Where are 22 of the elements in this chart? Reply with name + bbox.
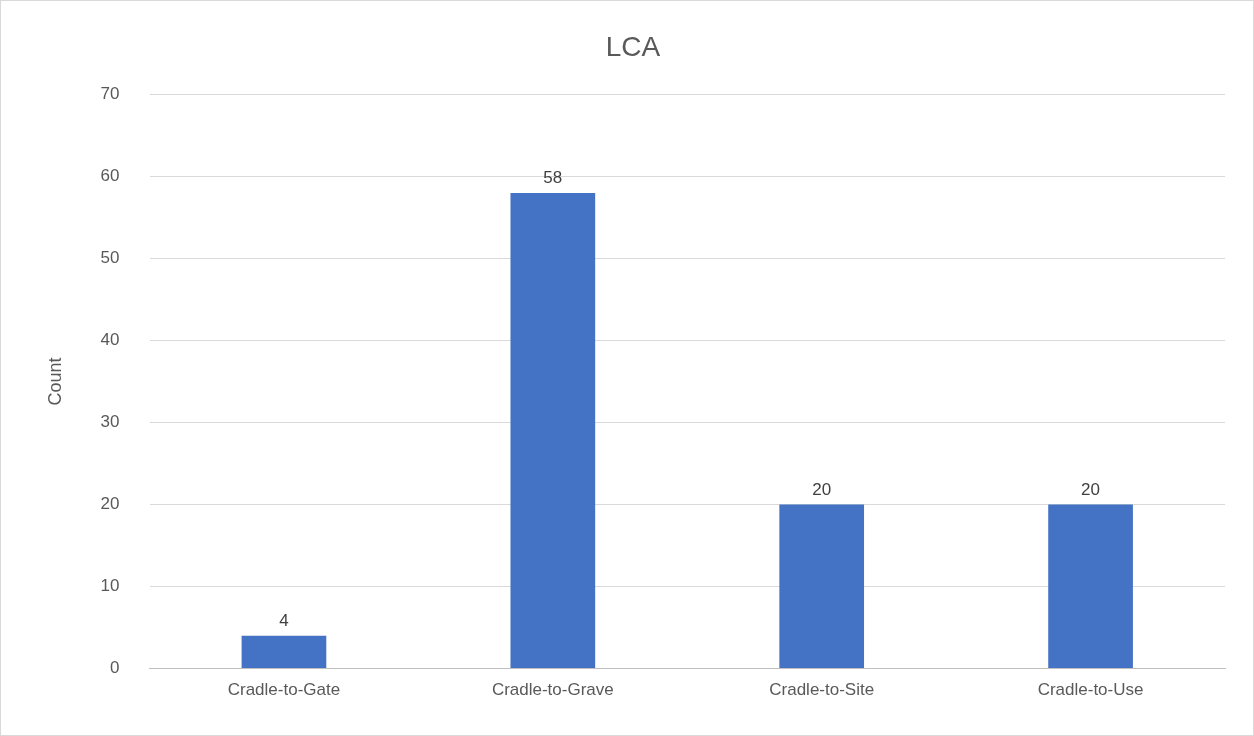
x-tick-label: Cradle-to-Use [1037, 680, 1144, 700]
data-label: 4 [279, 610, 289, 630]
bar [1048, 504, 1133, 669]
bar [510, 193, 596, 669]
data-label: 20 [812, 479, 832, 499]
x-tick-label: Cradle-to-Site [769, 680, 875, 700]
bar [241, 635, 327, 669]
data-label: 58 [543, 168, 563, 188]
bar [779, 504, 865, 669]
y-tick-label: 60 [100, 166, 120, 186]
x-tick-label: Cradle-to-Grave [491, 680, 614, 700]
y-tick-label: 70 [100, 84, 120, 104]
y-tick-label: 10 [100, 576, 120, 596]
x-tick-label: Cradle-to-Gate [227, 680, 341, 700]
y-tick-label: 40 [100, 330, 120, 350]
y-axis-title: Count [44, 357, 65, 406]
data-label: 20 [1081, 479, 1101, 499]
y-tick-label: 50 [100, 248, 120, 268]
chart-title: LCA [605, 30, 661, 62]
y-tick-label: 20 [100, 494, 120, 514]
y-tick-label: 30 [100, 412, 120, 432]
y-tick-label: 0 [110, 658, 120, 678]
